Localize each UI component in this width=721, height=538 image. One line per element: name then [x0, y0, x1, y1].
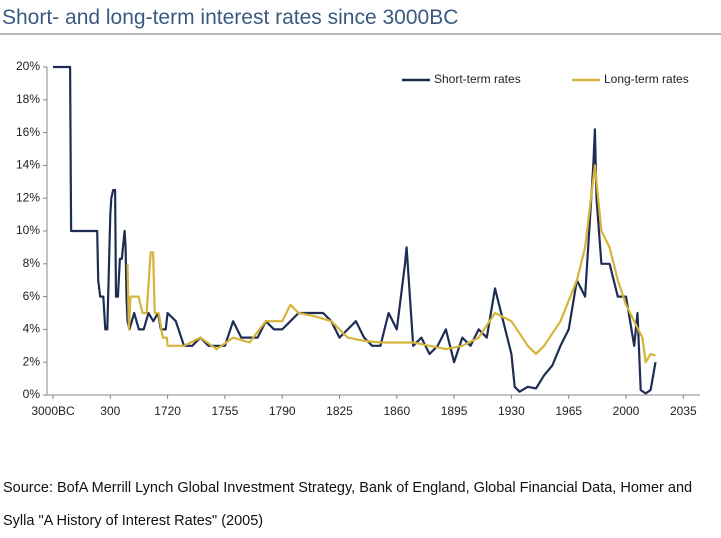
y-tick-label: 16% [16, 125, 40, 139]
y-tick-label: 20% [16, 59, 40, 73]
legend-label: Long-term rates [604, 72, 689, 86]
x-tick-label: 1965 [555, 404, 582, 418]
chart: Short- and long-term interest rates sinc… [0, 6, 721, 418]
y-tick-label: 2% [23, 354, 41, 368]
x-tick-label: 3000BC [31, 404, 75, 418]
y-tick-label: 4% [23, 322, 41, 336]
y-tick-label: 10% [16, 223, 40, 237]
series-line [126, 164, 656, 364]
series-line [53, 65, 657, 395]
x-tick-label: 1930 [498, 404, 525, 418]
x-tick-label: 1720 [154, 404, 181, 418]
y-tick-label: 14% [16, 158, 40, 172]
x-tick-label: 1825 [326, 404, 353, 418]
y-tick-label: 0% [23, 387, 41, 401]
x-tick-label: 1755 [212, 404, 239, 418]
chart-title: Short- and long-term interest rates sinc… [2, 6, 458, 29]
source-note: Source: BofA Merrill Lynch Global Invest… [3, 480, 693, 529]
y-tick-label: 18% [16, 92, 40, 106]
y-tick-label: 12% [16, 190, 40, 204]
y-tick-label: 6% [23, 289, 41, 303]
x-tick-label: 300 [100, 404, 120, 418]
legend-label: Short-term rates [434, 72, 521, 86]
x-tick-label: 1860 [383, 404, 410, 418]
x-tick-label: 2035 [670, 404, 697, 418]
x-tick-label: 1895 [441, 404, 468, 418]
x-tick-label: 1790 [269, 404, 296, 418]
y-tick-label: 8% [23, 256, 41, 270]
x-tick-label: 2000 [613, 404, 640, 418]
